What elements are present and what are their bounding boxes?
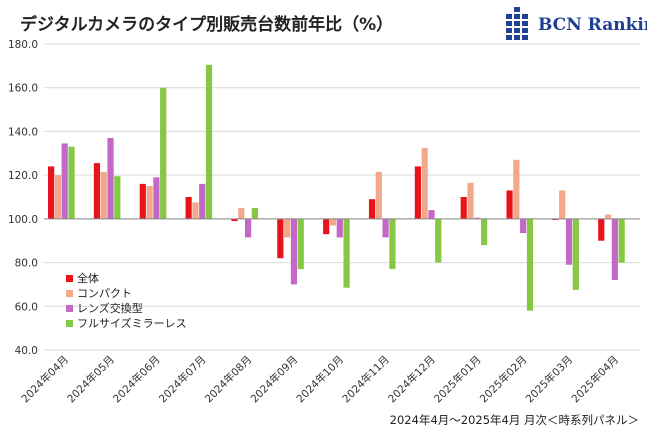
- x-tick-label: 2024年08月: [202, 353, 254, 405]
- legend-swatch: [66, 290, 73, 297]
- y-tick-label: 120.0: [8, 170, 38, 182]
- chart-title: デジタルカメラのタイプ別販売台数前年比（%）: [20, 15, 394, 35]
- x-tick-label: 2025年03月: [523, 353, 575, 405]
- legend-swatch: [66, 320, 73, 327]
- legend-label: コンパクト: [77, 287, 132, 300]
- bar-2: [192, 202, 199, 219]
- y-axis: 180.0 160.0 140.0 120.0 100.0 80.0 60.0 40.0: [8, 39, 38, 357]
- legend-label: フルサイズミラーレス: [77, 316, 187, 330]
- x-tick-label: 2024年05月: [64, 353, 116, 405]
- bar-3: [153, 177, 160, 219]
- bar-4: [435, 218, 442, 263]
- legend-swatch: [66, 275, 73, 282]
- bar-3: [290, 218, 298, 285]
- bar-3: [61, 143, 68, 219]
- x-tick-label: 2024年11月: [340, 353, 392, 405]
- bar-3: [336, 218, 343, 238]
- bar-4: [618, 218, 625, 263]
- bar-1: [48, 166, 55, 219]
- bar-3: [428, 210, 435, 219]
- bar-3: [199, 183, 206, 219]
- bar-4: [160, 87, 167, 219]
- bar-4: [343, 218, 350, 288]
- bar-2: [467, 182, 474, 219]
- bar-1: [93, 163, 101, 219]
- bar-1: [368, 199, 376, 219]
- x-tick-label: 2024年10月: [294, 353, 346, 405]
- y-tick-label: 40.0: [15, 345, 38, 357]
- bar-4: [389, 218, 396, 270]
- bar-2: [284, 218, 291, 238]
- x-tick-label: 2025年01月: [431, 353, 483, 405]
- bar-1: [323, 218, 330, 235]
- bar-3: [474, 217, 481, 219]
- x-tick-label: 2025年02月: [477, 353, 529, 405]
- bcn-ranking-logo: BCN Ranking: [504, 6, 647, 44]
- x-tick-label: 2025年04月: [569, 353, 621, 405]
- bar-1: [598, 218, 605, 241]
- bar-1: [139, 183, 146, 219]
- y-tick-label: 180.0: [8, 39, 38, 51]
- bar-3: [565, 218, 573, 265]
- bar-2: [238, 207, 245, 219]
- bar-1: [277, 218, 284, 259]
- bar-2: [100, 171, 107, 219]
- bar-1: [506, 190, 513, 219]
- logo-text: BCN Ranking: [538, 15, 647, 35]
- bar-1: [460, 197, 467, 219]
- y-tick-label: 100.0: [8, 214, 38, 226]
- bar-2: [513, 159, 520, 219]
- bar-1: [414, 166, 421, 219]
- bar-2: [604, 214, 612, 219]
- bar-3: [611, 218, 618, 281]
- y-tick-label: 80.0: [15, 258, 38, 270]
- bar-2: [421, 147, 428, 219]
- bar-3: [382, 218, 389, 238]
- legend-label: 全体: [77, 271, 99, 285]
- x-tick-label: 2024年06月: [110, 353, 162, 405]
- y-tick-label: 160.0: [8, 83, 38, 95]
- bar-3: [107, 137, 114, 219]
- bar-4: [205, 64, 213, 219]
- bar-3: [244, 218, 252, 238]
- bar-2: [54, 175, 61, 219]
- bar-1: [552, 218, 559, 220]
- bar-2: [146, 186, 153, 219]
- bar-4: [526, 218, 534, 311]
- bar-4: [297, 218, 304, 270]
- bar-4: [572, 218, 579, 290]
- x-tick-label: 2024年07月: [156, 353, 208, 405]
- bar-4: [481, 218, 488, 246]
- bars: [48, 64, 625, 311]
- legend-swatch: [66, 305, 73, 312]
- bar-4: [114, 176, 121, 219]
- bar-2: [375, 171, 382, 219]
- bcn-grid-logo-icon: [506, 7, 528, 40]
- bar-4: [68, 146, 75, 219]
- x-axis: 2024年04月2024年05月2024年06月2024年07月2024年08月…: [19, 353, 622, 405]
- x-tick-label: 2024年04月: [19, 353, 71, 405]
- bar-1: [185, 197, 192, 219]
- bar-3: [520, 218, 527, 234]
- bar-2: [559, 190, 566, 219]
- y-tick-label: 140.0: [8, 126, 38, 138]
- bar-4: [251, 207, 258, 219]
- x-tick-label: 2024年12月: [385, 353, 437, 405]
- bar-2: [329, 218, 337, 226]
- bar-1: [231, 218, 238, 222]
- legend-label: レンズ交換型: [77, 301, 143, 315]
- y-tick-label: 60.0: [15, 301, 38, 313]
- x-tick-label: 2024年09月: [248, 353, 300, 405]
- date-range-caption: 2024年4月～2025年4月 月次＜時系列パネル＞: [389, 413, 639, 427]
